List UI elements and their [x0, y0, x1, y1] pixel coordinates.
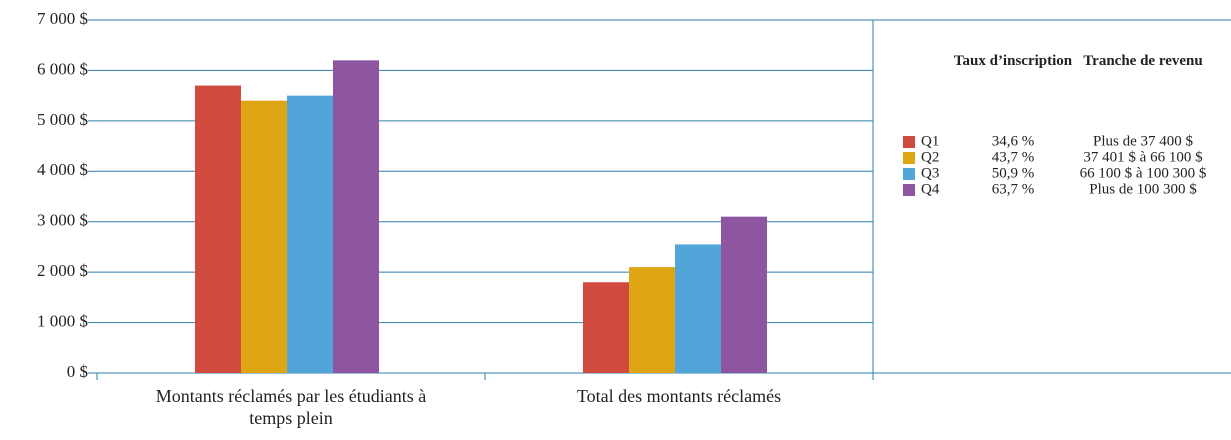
- x-tick-label: Total des montants réclamés: [576, 386, 782, 406]
- bar: [721, 216, 767, 373]
- legend-label: Q1: [921, 133, 939, 149]
- legend-cell: 63,7 %: [992, 181, 1035, 197]
- y-tick-label: 5 000 $: [37, 110, 88, 129]
- y-tick-label: 3 000 $: [37, 211, 88, 230]
- bar: [195, 85, 241, 374]
- y-tick-label: 7 000 $: [37, 9, 88, 28]
- legend-cell: 34,6 %: [992, 133, 1035, 149]
- bar: [241, 100, 287, 373]
- bar: [583, 282, 629, 373]
- bar: [629, 267, 675, 373]
- legend-cell: 50,9 %: [992, 165, 1035, 181]
- legend-label: Q2: [921, 149, 939, 165]
- bar: [333, 60, 379, 373]
- x-tick-label: Montants réclamés par les étudiants à te…: [155, 386, 427, 428]
- legend-cell: 43,7 %: [992, 149, 1035, 165]
- legend-swatch: [903, 136, 915, 148]
- y-tick-label: 1 000 $: [37, 311, 88, 330]
- y-tick-label: 0 $: [67, 362, 88, 381]
- y-tick-label: 6 000 $: [37, 59, 88, 78]
- legend-cell: Plus de 100 300 $: [1089, 181, 1197, 197]
- bar: [675, 244, 721, 373]
- legend-swatch: [903, 152, 915, 164]
- legend-header: Taux d’inscription: [953, 53, 1073, 69]
- legend-label: Q3: [921, 165, 939, 181]
- legend-cell: Plus de 37 400 $: [1093, 133, 1194, 149]
- legend-label: Q4: [921, 181, 940, 197]
- legend-swatch: [903, 184, 915, 196]
- y-tick-label: 2 000 $: [37, 261, 88, 280]
- bar: [287, 95, 333, 374]
- y-tick-label: 4 000 $: [37, 160, 88, 179]
- legend-cell: 37 401 $ à 66 100 $: [1083, 149, 1203, 165]
- legend-swatch: [903, 168, 915, 180]
- legend-cell: 66 100 $ à 100 300 $: [1080, 165, 1207, 181]
- legend-header: Tranche de revenu: [1083, 53, 1203, 69]
